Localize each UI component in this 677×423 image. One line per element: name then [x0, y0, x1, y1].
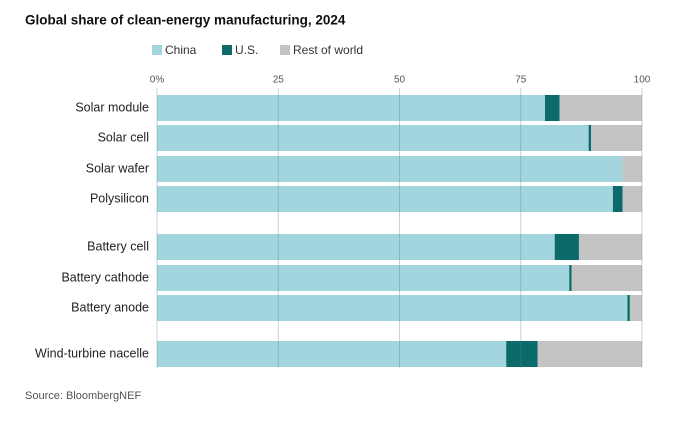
- bar-segment: [157, 186, 613, 212]
- chart-title: Global share of clean-energy manufacturi…: [25, 13, 346, 28]
- bar-segment: [157, 95, 545, 121]
- category-label: Solar module: [75, 100, 149, 114]
- bar-segment: [627, 295, 630, 321]
- legend-swatch: [152, 45, 162, 55]
- bar-segment: [545, 95, 560, 121]
- legend-label: China: [165, 43, 197, 57]
- bar-segment: [554, 234, 579, 260]
- bar-segment: [157, 125, 589, 151]
- category-label: Solar cell: [98, 130, 149, 144]
- bar-segment: [157, 265, 570, 291]
- category-label: Solar wafer: [86, 161, 149, 175]
- bar-segment: [629, 295, 642, 321]
- x-tick-label: 75: [515, 75, 527, 86]
- category-label: Wind-turbine nacelle: [35, 346, 149, 360]
- x-tick-label: 25: [273, 75, 285, 86]
- legend-label: U.S.: [235, 43, 258, 57]
- bar-segment: [506, 341, 538, 367]
- bar-segment: [157, 295, 628, 321]
- bar-segment: [571, 265, 642, 291]
- category-label: Polysilicon: [90, 191, 149, 205]
- bar-segment: [157, 156, 623, 182]
- category-label: Battery cathode: [61, 270, 149, 284]
- bar-segment: [612, 186, 623, 212]
- bar-segment: [622, 186, 642, 212]
- category-label: Battery cell: [87, 239, 149, 253]
- bar-segment: [569, 265, 572, 291]
- bar-segment: [559, 95, 642, 121]
- legend-label: Rest of world: [293, 43, 363, 57]
- bar-segment: [622, 156, 642, 182]
- bar-segment: [157, 341, 507, 367]
- x-tick-label: 100: [634, 75, 651, 86]
- source: Source: BloombergNEF: [25, 390, 141, 402]
- bar-segment: [588, 125, 592, 151]
- bar-segment: [591, 125, 642, 151]
- bar-segment: [578, 234, 642, 260]
- legend-swatch: [280, 45, 290, 55]
- bar-segment: [157, 234, 555, 260]
- x-tick-label: 50: [394, 75, 406, 86]
- category-label: Battery anode: [71, 300, 149, 314]
- legend-swatch: [222, 45, 232, 55]
- bar-segment: [537, 341, 642, 367]
- x-tick-label: 0%: [150, 75, 165, 86]
